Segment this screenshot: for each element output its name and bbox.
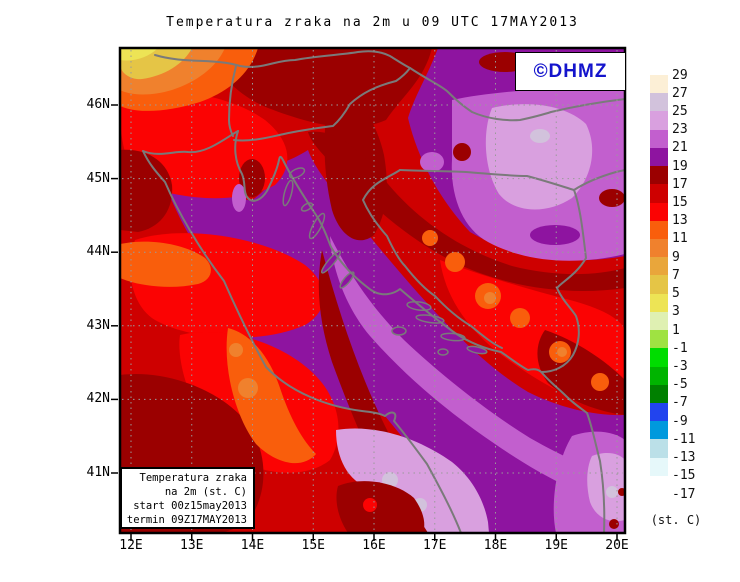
map-info-box: Temperatura zraka na 2m (st. C) start 00… <box>120 467 255 529</box>
lat-tick-label: 41N <box>86 465 110 480</box>
colorbar-tick-label: 9 <box>672 249 680 265</box>
colorbar-tick-label: 29 <box>672 67 688 83</box>
colorbar-tick-label: -17 <box>672 486 696 502</box>
colorbar-tick-label: -1 <box>672 340 688 356</box>
colorbar-tick-label: 27 <box>672 85 688 101</box>
colorbar-tick-label: -15 <box>672 468 696 484</box>
colorbar-swatch <box>650 275 668 294</box>
lon-tick-label: 15E <box>301 538 325 553</box>
dhmz-watermark-box: ©DHMZ <box>515 52 626 91</box>
lon-tick-label: 16E <box>362 538 386 553</box>
lat-tick-label: 45N <box>86 170 110 186</box>
colorbar-swatch <box>650 330 668 349</box>
regions-pale-mauve <box>382 129 618 512</box>
colorbar-swatch <box>650 402 668 422</box>
regions-plum <box>336 104 625 533</box>
colorbar-tick-label: 3 <box>672 304 680 320</box>
colorbar-swatch <box>650 202 668 221</box>
lon-tick-label: 19E <box>544 538 568 553</box>
colorbar-swatch <box>650 220 668 239</box>
lat-tick-label: 42N <box>86 391 110 407</box>
colorbar-swatch <box>650 293 668 312</box>
dhmz-watermark-text: ©DHMZ <box>533 60 608 82</box>
colorbar-tick-label: 1 <box>672 322 680 338</box>
lon-tick-label: 18E <box>483 538 508 553</box>
colorbar-tick-label: -5 <box>672 377 688 393</box>
colorbar-tick-label: 19 <box>672 158 688 174</box>
colorbar-swatch <box>650 129 668 148</box>
axis-ticks <box>111 104 618 541</box>
colorbar-tick-label: -11 <box>672 431 696 447</box>
colorbar-swatch <box>650 475 668 495</box>
region-red-spot <box>363 498 377 512</box>
colorbar-swatch <box>650 439 668 458</box>
colorbar-swatch <box>650 111 668 130</box>
colorbar-unit-label: (st. C) <box>650 513 702 527</box>
lon-tick-label: 13E <box>180 538 204 553</box>
colorbar-swatch <box>650 348 668 367</box>
lon-tick-label: 17E <box>423 538 447 553</box>
colorbar-tick-label: 25 <box>672 103 688 119</box>
regions-maroon-spots <box>336 52 625 533</box>
lon-tick-label: 20E <box>605 538 629 553</box>
colorbar-swatch <box>650 384 668 403</box>
regions-gold-yellow <box>120 48 192 80</box>
region-purple-spot <box>530 225 580 245</box>
colorbar-swatch <box>650 75 668 94</box>
colorbar-swatch <box>650 421 668 440</box>
lat-tick-label: 43N <box>86 317 110 333</box>
colorbar-tick-label: -3 <box>672 359 688 375</box>
coastlines-borders <box>142 50 625 533</box>
colorbar-swatch <box>650 238 668 258</box>
colorbar-swatch <box>650 184 668 203</box>
colorbar-tick-label: 13 <box>672 213 688 229</box>
lat-tick-label: 46N <box>86 97 110 112</box>
colorbar-tick-label: -7 <box>672 395 688 411</box>
colorbar-swatch <box>650 166 668 185</box>
colorbar-tick-label: 23 <box>672 122 688 138</box>
colorbar-tick-label: 15 <box>672 195 688 211</box>
page-title: Temperatura zraka na 2m u 09 UTC 17MAY20… <box>166 15 579 30</box>
colorbar-tick-label: -9 <box>672 413 688 429</box>
colorbar-swatch <box>650 93 668 112</box>
temperature-field <box>120 48 625 533</box>
lon-tick-label: 12E <box>119 538 143 553</box>
info-line-2: na 2m (st. C) <box>164 486 247 499</box>
colorbar-swatch <box>650 311 668 331</box>
info-line-4: termin 09Z17MAY2013 <box>126 513 247 526</box>
info-line-3: start 00z15may2013 <box>133 499 247 512</box>
info-line-1: Temperatura zraka <box>139 472 247 485</box>
colorbar-swatch <box>650 147 668 167</box>
colorbar-swatch <box>650 457 668 476</box>
lat-tick-label: 44N <box>86 244 110 260</box>
colorbar-swatch <box>650 366 668 385</box>
colorbar-tick-label: -13 <box>672 450 696 466</box>
colorbar-tick-label: 21 <box>672 140 688 156</box>
colorbar-tick-label: 5 <box>672 286 680 302</box>
colorbar-swatch <box>650 257 668 276</box>
regions-maroon <box>120 48 625 533</box>
colorbar-tick-label: 11 <box>672 231 688 247</box>
lon-tick-label: 14E <box>240 538 265 553</box>
colorbar-tick-label: 7 <box>672 267 680 283</box>
colorbar-tick-label: 17 <box>672 176 688 192</box>
map-border <box>118 46 627 535</box>
